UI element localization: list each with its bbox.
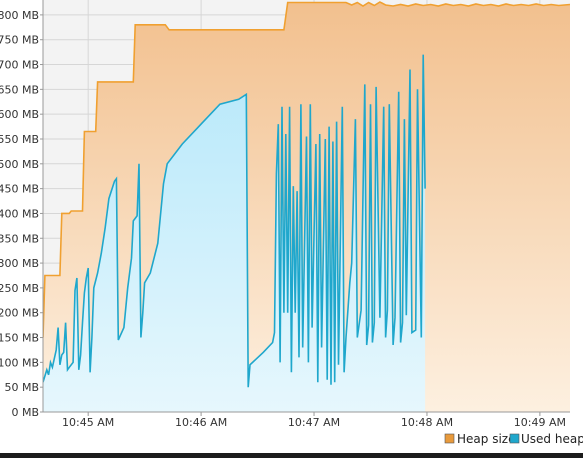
- y-tick-label: 50 MB: [4, 381, 39, 394]
- y-axis-ticks: 0 MB 50 MB 100 MB 150 MB 200 MB 250 MB 300 MB 3…: [0, 9, 43, 419]
- x-tick-label: 10:46 AM: [175, 416, 227, 429]
- bottom-divider: [0, 453, 583, 458]
- y-tick-label: 800 MB: [0, 9, 39, 22]
- legend-label-used-heap: Used heap: [521, 432, 583, 446]
- legend-swatch-used-heap: [509, 433, 520, 444]
- x-tick-label: 10:48 AM: [401, 416, 453, 429]
- y-tick-label: 0 MB: [11, 406, 39, 419]
- x-tick-label: 10:45 AM: [62, 416, 114, 429]
- used-heap-area: [43, 54, 426, 412]
- y-tick-label: 700 MB: [0, 59, 39, 72]
- legend-label-heap-size: Heap size: [457, 432, 515, 446]
- y-tick-label: 500 MB: [0, 158, 39, 171]
- y-tick-label: 750 MB: [0, 34, 39, 47]
- y-tick-label: 450 MB: [0, 183, 39, 196]
- y-tick-label: 350 MB: [0, 232, 39, 245]
- y-tick-label: 150 MB: [0, 332, 39, 345]
- y-tick-label: 300 MB: [0, 257, 39, 270]
- legend-swatch-heap-size: [444, 433, 455, 444]
- x-axis-ticks: 10:45 AM 10:46 AM 10:47 AM 10:48 AM 10:49 AM: [62, 412, 566, 429]
- y-tick-label: 100 MB: [0, 356, 39, 369]
- x-tick-label: 10:49 AM: [514, 416, 566, 429]
- heap-size-line: [43, 1, 570, 338]
- y-tick-label: 600 MB: [0, 108, 39, 121]
- x-tick-label: 10:47 AM: [288, 416, 340, 429]
- y-tick-label: 550 MB: [0, 133, 39, 146]
- y-tick-label: 200 MB: [0, 307, 39, 320]
- y-tick-label: 400 MB: [0, 207, 39, 220]
- legend: Heap size Used heap: [444, 432, 583, 446]
- used-heap-line: [43, 54, 426, 388]
- y-tick-label: 650 MB: [0, 83, 39, 96]
- y-tick-label: 250 MB: [0, 282, 39, 295]
